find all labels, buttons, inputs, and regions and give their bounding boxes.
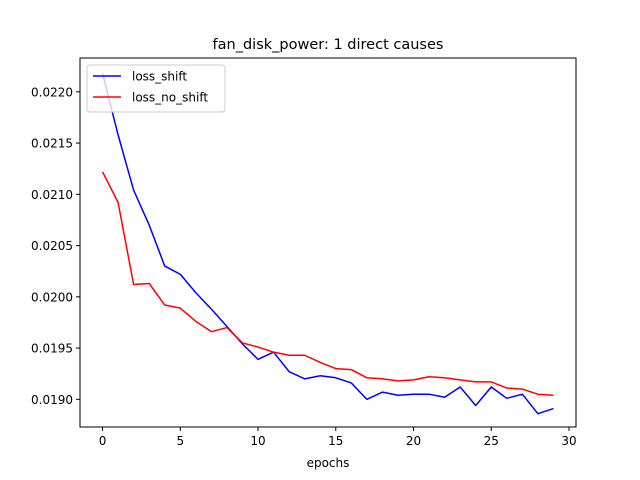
legend-label: loss_no_shift xyxy=(132,91,208,105)
x-tick-label: 10 xyxy=(250,434,265,448)
y-tick-label: 0.0200 xyxy=(31,290,73,304)
chart-title: fan_disk_power: 1 direct causes xyxy=(213,37,444,53)
y-tick-label: 0.0190 xyxy=(31,393,73,407)
x-tick-label: 20 xyxy=(406,434,421,448)
series-layer xyxy=(101,73,554,415)
y-tick-label: 0.0210 xyxy=(31,188,73,202)
y-tick-label: 0.0215 xyxy=(31,137,73,151)
x-tick-label: 0 xyxy=(99,434,107,448)
series-line-loss_no_shift xyxy=(101,171,554,396)
y-axis: 0.0190 0.0195 0.0200 0.0205 0.0210 0.0215 0.02… xyxy=(31,85,80,407)
x-axis: 0 5 10 15 20 25 30 xyxy=(99,427,577,448)
x-axis-label: epochs xyxy=(307,456,350,470)
y-tick-label: 0.0205 xyxy=(31,239,73,253)
x-tick-label: 30 xyxy=(561,434,576,448)
x-tick-label: 5 xyxy=(176,434,184,448)
plot-frame xyxy=(79,57,577,428)
series-line-loss_shift xyxy=(101,73,554,415)
legend-label: loss_shift xyxy=(132,70,187,84)
legend-box xyxy=(86,64,226,113)
legend: loss_shift loss_no_shift xyxy=(86,64,226,113)
x-tick-label: 25 xyxy=(484,434,499,448)
y-tick-label: 0.0195 xyxy=(31,342,73,356)
x-tick-label: 15 xyxy=(328,434,343,448)
y-tick-label: 0.0220 xyxy=(31,85,73,99)
